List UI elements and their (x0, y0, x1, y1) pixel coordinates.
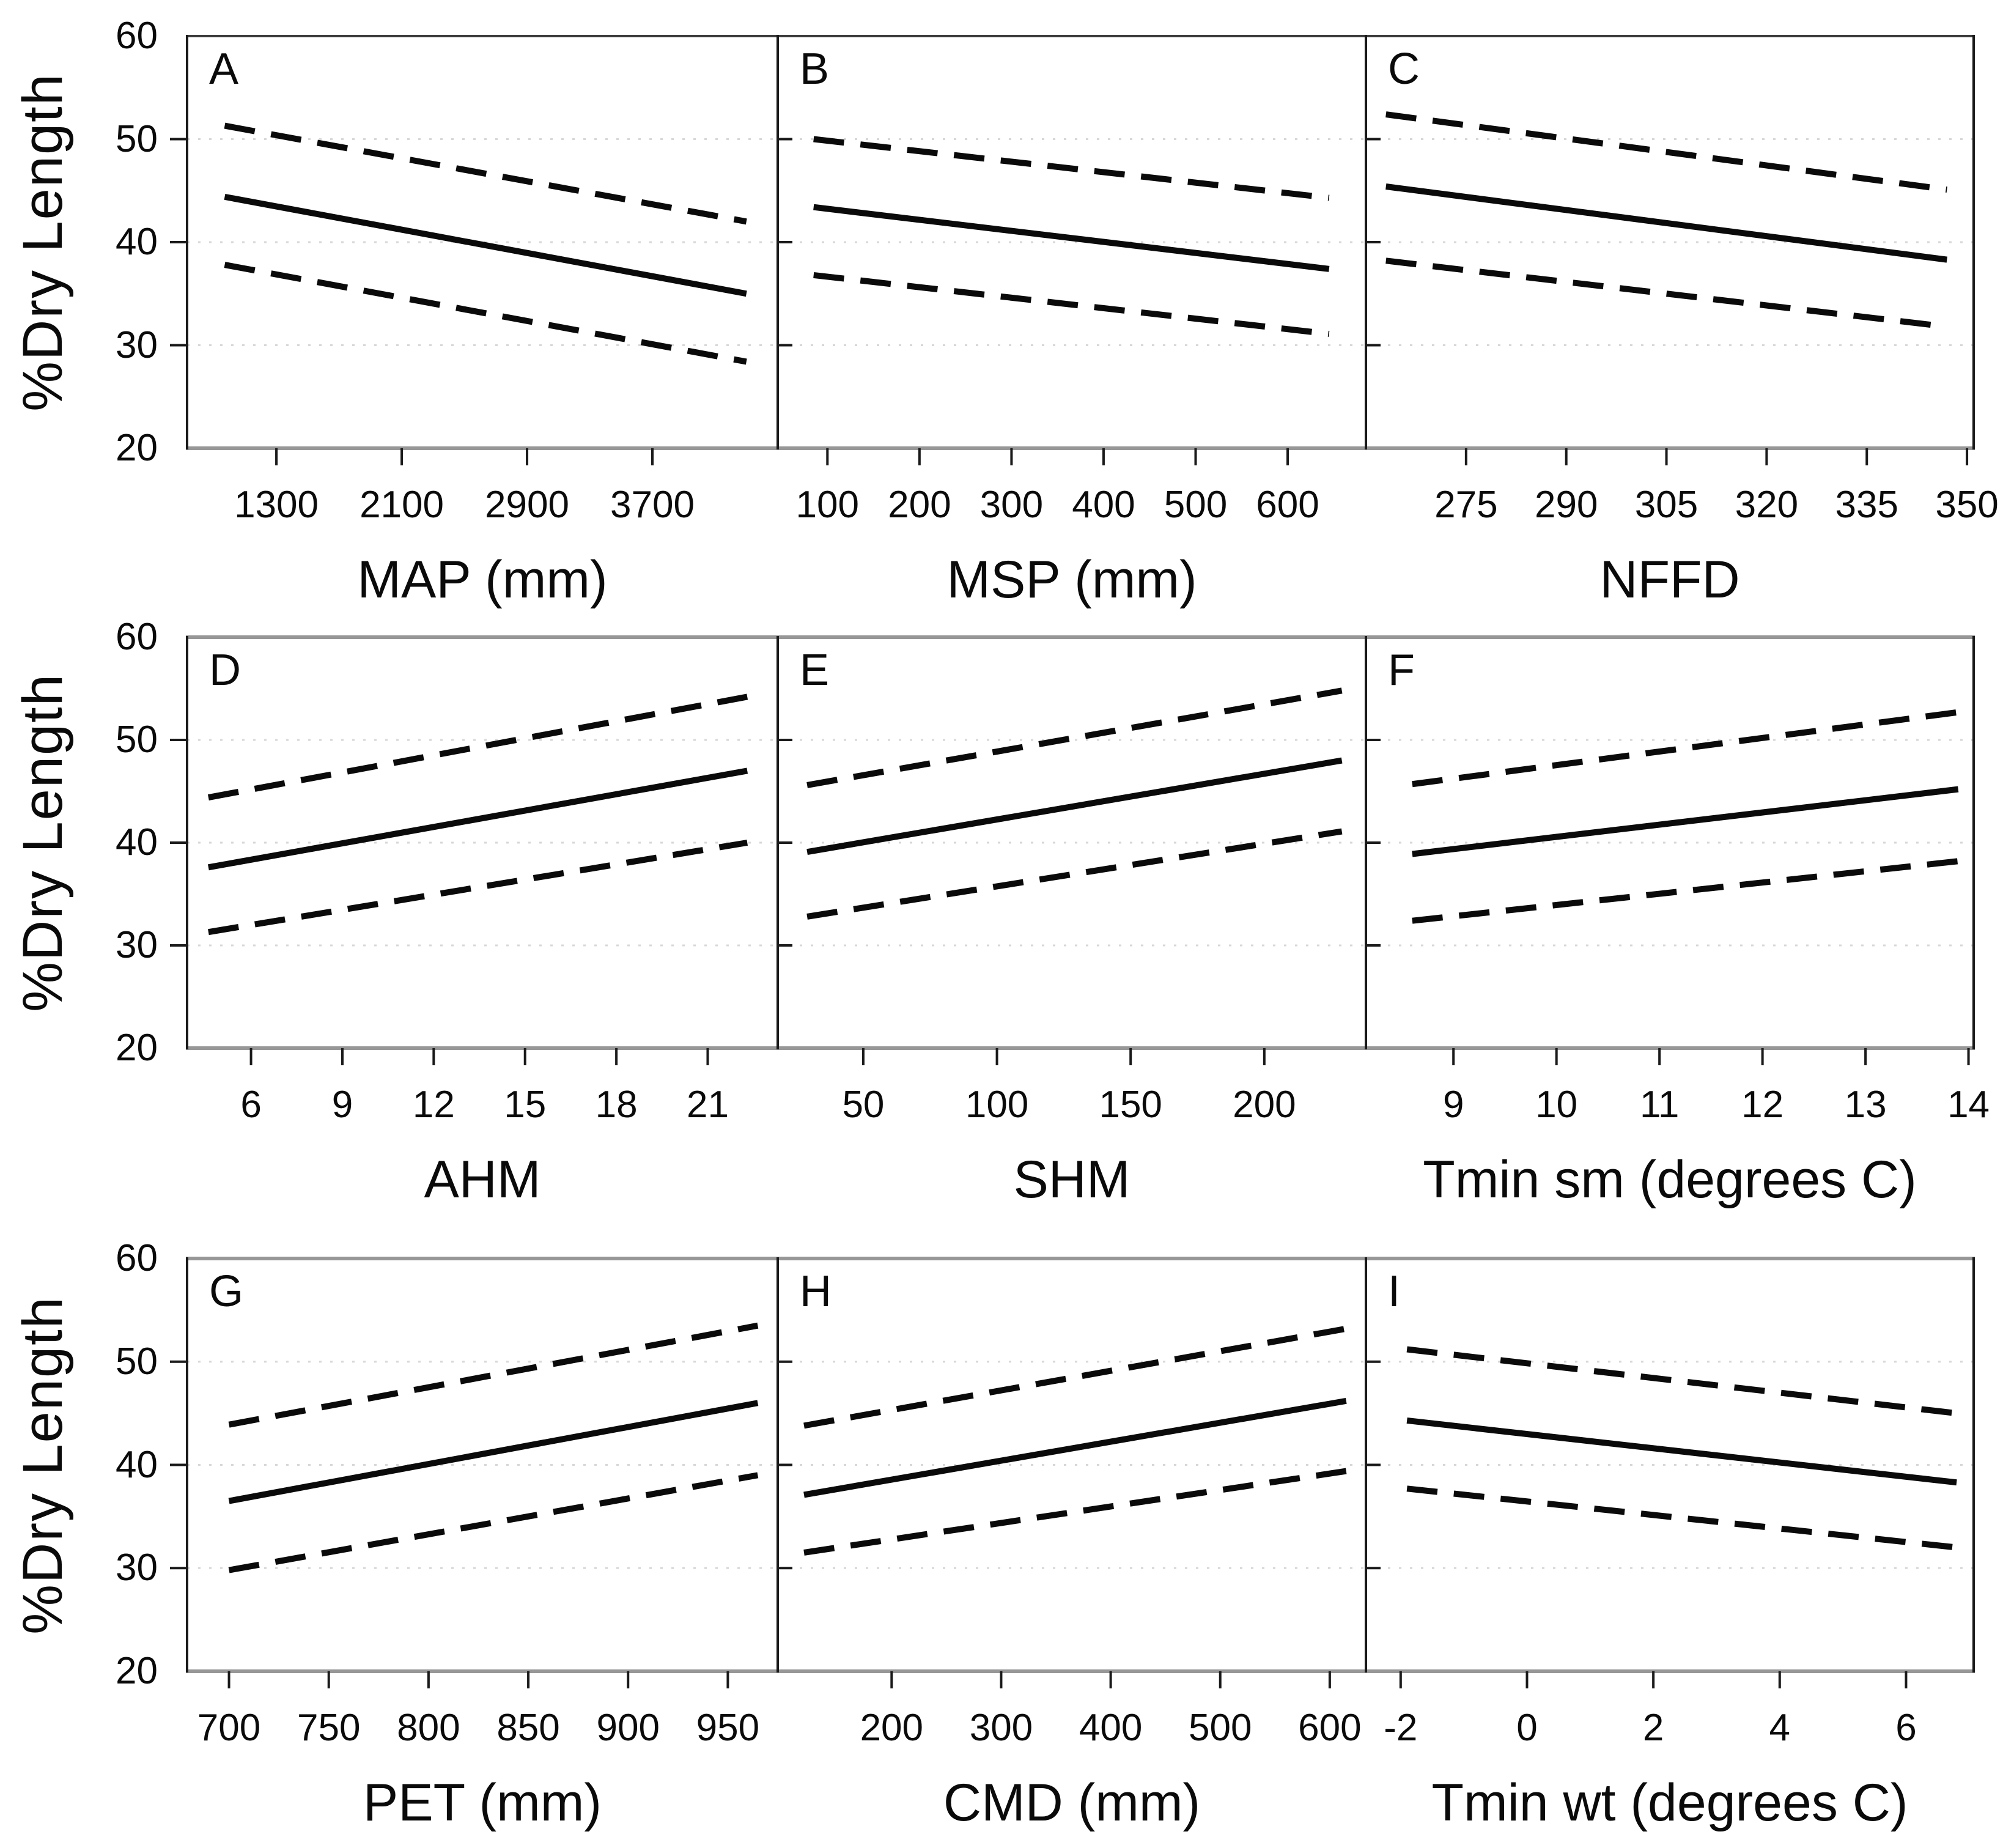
panel-letter: I (1388, 1267, 1401, 1316)
y-tick-label: 40 (116, 1443, 158, 1486)
x-tick-label: 15 (504, 1084, 547, 1126)
y-tick-label: 60 (116, 15, 158, 57)
x-tick-label: 2900 (485, 484, 569, 526)
x-tick-label: 100 (795, 484, 860, 526)
x-tick-label: 200 (860, 1707, 924, 1749)
panel-letter: C (1388, 45, 1420, 94)
x-axis-title: NFFD (1599, 550, 1740, 609)
panel-letter: H (800, 1267, 832, 1316)
x-tick-label: 9 (331, 1084, 353, 1126)
x-tick-label: 18 (595, 1084, 638, 1126)
x-axis-title: CMD (mm) (943, 1773, 1201, 1832)
x-tick-label: 290 (1534, 484, 1598, 526)
x-tick-label: 300 (969, 1707, 1033, 1749)
x-axis-title: SHM (1013, 1150, 1131, 1209)
x-axis-title: PET (mm) (363, 1773, 602, 1832)
y-tick-label: 50 (116, 719, 158, 761)
x-axis-title: MAP (mm) (357, 550, 608, 609)
x-tick-label: 50 (842, 1084, 885, 1126)
x-tick-label: 500 (1189, 1707, 1252, 1749)
x-tick-label: 4 (1769, 1707, 1791, 1749)
x-tick-label: 14 (1947, 1084, 1990, 1126)
y-tick-label: 20 (116, 1650, 158, 1692)
x-tick-label: 9 (1442, 1084, 1464, 1126)
x-tick-label: 12 (1741, 1084, 1784, 1126)
y-tick-label: 50 (116, 1340, 158, 1383)
x-axis-title: Tmin sm (degrees C) (1423, 1150, 1917, 1209)
x-tick-label: 850 (496, 1707, 560, 1749)
x-tick-label: 11 (1639, 1084, 1680, 1126)
x-tick-label: 320 (1735, 484, 1799, 526)
y-tick-label: 40 (116, 821, 158, 863)
x-tick-label: 13 (1844, 1084, 1887, 1126)
y-tick-label: 30 (116, 323, 158, 366)
x-tick-label: 200 (1233, 1084, 1296, 1126)
x-tick-label: 500 (1164, 484, 1228, 526)
x-tick-label: 600 (1256, 484, 1319, 526)
x-tick-label: 305 (1634, 484, 1699, 526)
panel-letter: F (1388, 646, 1415, 695)
panel-letter: B (800, 45, 830, 94)
x-tick-label: 6 (1895, 1707, 1917, 1749)
x-tick-label: 21 (686, 1084, 729, 1126)
x-tick-label: 275 (1434, 484, 1498, 526)
x-tick-label: 1300 (234, 484, 319, 526)
x-tick-label: 750 (297, 1707, 361, 1749)
x-tick-label: 600 (1298, 1707, 1362, 1749)
x-tick-label: 800 (397, 1707, 460, 1749)
panel-letter: A (209, 45, 239, 94)
x-tick-label: 3700 (610, 484, 695, 526)
x-tick-label: 100 (965, 1084, 1029, 1126)
x-tick-label: 700 (197, 1707, 261, 1749)
x-tick-label: 400 (1079, 1707, 1143, 1749)
y-tick-label: 40 (116, 221, 158, 263)
x-tick-label: 400 (1072, 484, 1135, 526)
x-tick-label: 150 (1099, 1084, 1162, 1126)
x-tick-label: 0 (1516, 1707, 1538, 1749)
x-tick-label: 6 (240, 1084, 262, 1126)
x-axis-title: Tmin wt (degrees C) (1431, 1773, 1908, 1832)
y-tick-label: 30 (116, 1547, 158, 1589)
x-tick-label: 10 (1535, 1084, 1578, 1126)
x-tick-label: 350 (1935, 484, 1999, 526)
panel-letter: D (209, 646, 241, 695)
y-tick-label: 20 (116, 427, 158, 469)
x-tick-label: 2100 (360, 484, 444, 526)
x-tick-label: 335 (1835, 484, 1898, 526)
x-axis-title: AHM (424, 1150, 541, 1209)
y-tick-label: 20 (116, 1027, 158, 1069)
x-tick-label: 2 (1642, 1707, 1664, 1749)
y-tick-label: 30 (116, 924, 158, 966)
y-tick-label: 60 (116, 616, 158, 658)
x-tick-label: 300 (979, 484, 1044, 526)
x-tick-label: 12 (412, 1084, 455, 1126)
x-axis-title: MSP (mm) (946, 550, 1197, 609)
x-tick-label: 950 (696, 1707, 760, 1749)
x-tick-label: -2 (1384, 1707, 1418, 1749)
panel-letter: E (800, 646, 830, 695)
x-tick-label: 200 (888, 484, 951, 526)
panel-letter: G (209, 1267, 244, 1316)
y-tick-label: 60 (116, 1237, 158, 1279)
x-tick-label: 900 (596, 1707, 660, 1749)
y-tick-label: 50 (116, 117, 158, 160)
